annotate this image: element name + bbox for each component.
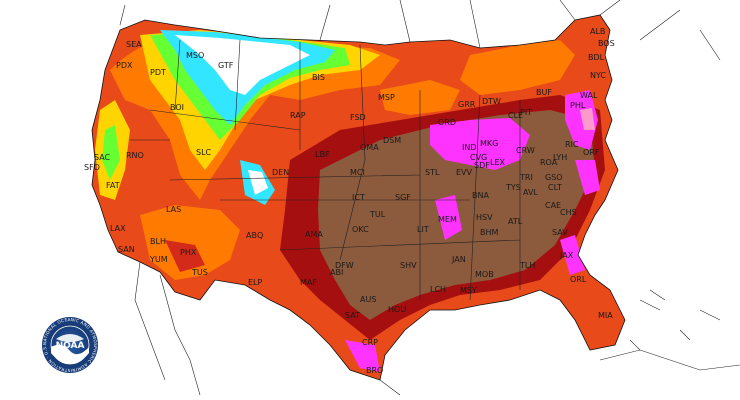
city-label-bna: BNA (472, 191, 489, 200)
city-label-tri: TRI (519, 173, 533, 182)
city-label-crp: CRP (362, 338, 378, 347)
city-label-ind: IND (462, 143, 477, 152)
city-label-lyh: LYH (553, 153, 567, 162)
city-label-dfw: DFW (335, 261, 354, 270)
city-label-lex: LEX (490, 158, 506, 167)
city-label-blh: BLH (150, 237, 166, 246)
city-label-sgf: SGF (395, 193, 411, 202)
city-label-mci: MCI (350, 168, 365, 177)
city-label-phx: PHX (180, 248, 197, 257)
city-label-atl: ATL (508, 217, 523, 226)
city-label-abi: ABI (330, 268, 343, 277)
city-label-lch: LCH (430, 285, 446, 294)
city-label-bdl: BDL (588, 53, 605, 62)
city-label-tus: TUS (191, 268, 208, 277)
city-label-mob: MOB (475, 270, 494, 279)
city-label-crw: CRW (516, 146, 535, 155)
city-label-rap: RAP (290, 111, 306, 120)
city-labels: SEA PDX PDT GTF BIS MSP RAP SLC FSD DEN LBF OMA DSM M… (84, 27, 615, 375)
city-label-dtw: DTW (482, 97, 501, 106)
city-label-tlh: TLH (519, 261, 535, 270)
city-label-sac: SAC (94, 153, 111, 162)
city-label-bro: BRO (366, 366, 383, 375)
city-label-okc: OKC (352, 225, 369, 234)
city-label-pdx: PDX (116, 61, 133, 70)
city-label-yum: YUM (149, 255, 168, 264)
city-label-tys: TYS (505, 183, 521, 192)
city-label-pit: PIT (520, 108, 532, 117)
city-label-fsd: FSD (350, 113, 366, 122)
noaa-logo-acronym: NOAA (56, 341, 85, 351)
city-label-jax: JAX (559, 251, 574, 260)
city-label-msp: MSP (378, 93, 395, 102)
city-label-sat: SAT (345, 311, 360, 320)
city-label-lit: LIT (417, 225, 429, 234)
city-label-gtf: GTF (218, 61, 234, 70)
city-label-maf: MAF (300, 278, 317, 287)
city-label-sdf: SDF (474, 161, 490, 170)
city-label-clt: CLT (548, 183, 562, 192)
city-label-bos: BOS (598, 39, 615, 48)
city-label-ord: ORD (438, 118, 456, 127)
city-label-lbf: LBF (315, 150, 330, 159)
city-label-mem: MEM (438, 215, 457, 224)
city-label-roa: ROA (540, 158, 558, 167)
city-label-orl: ORL (570, 275, 587, 284)
city-label-den: DEN (272, 168, 289, 177)
city-label-mso: MSO (186, 51, 204, 60)
city-label-evv: EVV (456, 168, 473, 177)
city-label-dsm: DSM (383, 136, 401, 145)
city-label-ict: ICT (352, 193, 365, 202)
city-label-oma: OMA (360, 143, 379, 152)
city-label-tul: TUL (369, 210, 386, 219)
boundaries (91, 0, 740, 396)
city-label-pdt: PDT (150, 68, 166, 77)
city-label-cvg: CVG (470, 153, 487, 162)
city-label-wal: WAL (580, 91, 598, 100)
city-label-gso: GSO (545, 173, 563, 182)
city-label-sea: SEA (126, 40, 142, 49)
city-label-bhm: BHM (480, 228, 499, 237)
city-label-fat: FAT (106, 181, 120, 190)
city-label-mia: MIA (598, 311, 613, 320)
city-label-chs: CHS (560, 208, 577, 217)
city-label-mkg: MKG (480, 139, 498, 148)
city-label-msy: MSY (460, 286, 477, 295)
city-label-buf: BUF (536, 88, 552, 97)
city-label-cae: CAE (545, 201, 561, 210)
city-label-nyc: NYC (590, 71, 606, 80)
noaa-logo: NOAA NATIONAL OCEANIC AND ATMOSPHERIC AD… (42, 317, 98, 373)
city-label-sfo: SFO (84, 163, 100, 172)
city-label-avl: AVL (523, 188, 538, 197)
city-label-hou: HOU (388, 305, 406, 314)
city-label-lax: LAX (110, 224, 126, 233)
city-label-jan: JAN (451, 255, 466, 264)
city-label-aus: AUS (360, 295, 376, 304)
city-label-rno: RNO (126, 151, 144, 160)
city-label-orf: ORF (583, 148, 600, 157)
city-label-grr: GRR (458, 100, 476, 109)
city-label-stl: STL (425, 168, 440, 177)
city-label-phl: PHL (570, 101, 586, 110)
city-label-shv: SHV (400, 261, 417, 270)
city-label-slc: SLC (196, 148, 212, 157)
city-label-alb: ALB (590, 27, 605, 36)
city-label-elp: ELP (248, 278, 263, 287)
city-label-boi: BOI (170, 103, 184, 112)
city-label-las: LAS (166, 205, 181, 214)
city-label-ric: RIC (565, 140, 579, 149)
city-label-abq: ABQ (246, 231, 263, 240)
city-label-san: SAN (118, 245, 135, 254)
city-label-sav: SAV (552, 228, 568, 237)
temperature-field (92, 15, 625, 380)
city-label-hsv: HSV (476, 213, 493, 222)
city-label-cle: CLE (508, 111, 523, 120)
city-label-bis: BIS (312, 73, 325, 82)
city-label-ama: AMA (305, 230, 323, 239)
